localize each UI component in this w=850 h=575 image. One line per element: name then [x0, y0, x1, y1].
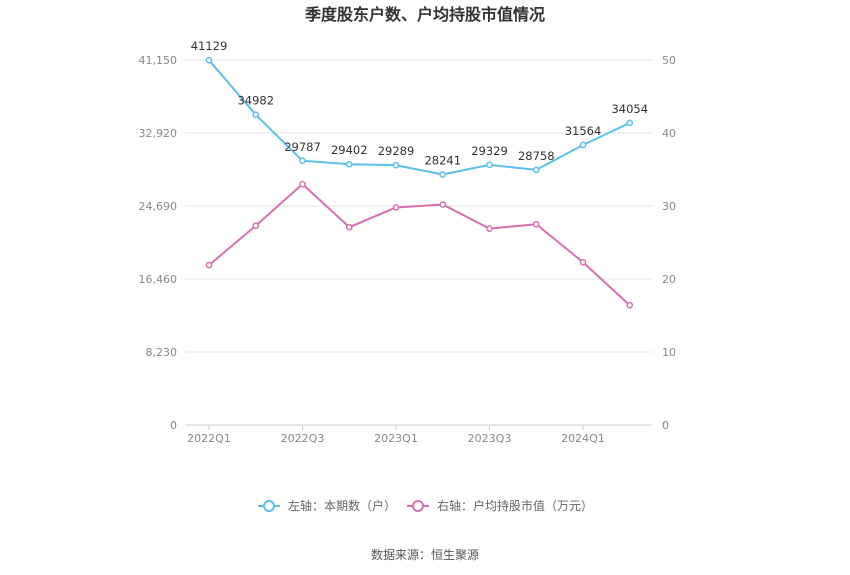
grid — [185, 59, 652, 426]
data-label: 29402 — [331, 143, 368, 157]
data-label: 41129 — [191, 39, 228, 53]
data-point — [486, 161, 493, 169]
data-label: 29787 — [284, 140, 321, 154]
legend-marker — [263, 500, 275, 512]
series-line-1 — [208, 59, 631, 176]
data-point — [252, 222, 260, 230]
chart-title: 季度股东户数、户均持股市值情况 — [304, 5, 545, 24]
legend-label: 左轴：本期数（户） — [288, 498, 396, 513]
y-left-tick-label: 24,690 — [139, 200, 178, 213]
y-right-tick-label: 0 — [662, 419, 669, 432]
data-label: 28241 — [424, 154, 461, 168]
x-tick-label: 2024Q1 — [561, 432, 605, 445]
x-tick-label: 2023Q1 — [374, 432, 418, 445]
y-left-tick-label: 41,150 — [139, 54, 178, 67]
data-point — [205, 56, 213, 64]
data-label: 34054 — [611, 102, 648, 116]
x-tick-label: 2022Q1 — [187, 432, 231, 445]
y-right-tick-label: 10 — [662, 346, 676, 359]
series-layer — [205, 56, 634, 309]
data-label: 28758 — [518, 149, 555, 163]
data-point — [626, 301, 634, 309]
data-point — [299, 180, 306, 188]
y-left-tick-label: 16,460 — [139, 273, 178, 286]
y-right-tick-label: 30 — [662, 200, 676, 213]
axes: 0 0 8,230 10 16,460 20 24,690 30 32,920 40 41,150 5… — [139, 54, 677, 445]
data-point — [579, 258, 587, 266]
data-point — [626, 119, 634, 127]
data-point — [439, 171, 447, 178]
y-right-tick-label: 50 — [662, 54, 676, 67]
data-label: 29329 — [471, 144, 508, 158]
y-left-tick-label: 0 — [170, 419, 177, 432]
data-point — [392, 161, 400, 169]
series-line-2 — [208, 183, 631, 307]
data-point — [345, 160, 353, 168]
data-point — [205, 261, 213, 269]
y-left-tick-label: 32,920 — [139, 127, 178, 140]
source-note: 数据来源：恒生聚源 — [371, 547, 479, 562]
data-point — [579, 141, 587, 149]
data-point — [252, 111, 260, 119]
legend-marker — [412, 500, 424, 512]
data-point — [486, 225, 493, 232]
legend-label: 右轴：户均持股市值（万元） — [437, 498, 593, 513]
y-right-tick-label: 20 — [662, 273, 676, 286]
data-point — [392, 204, 400, 211]
x-tick-label: 2022Q3 — [281, 432, 325, 445]
data-label: 31564 — [565, 124, 602, 138]
x-tick-label: 2023Q3 — [468, 432, 512, 445]
data-point — [532, 220, 540, 228]
data-point — [299, 157, 306, 165]
data-point — [345, 223, 353, 231]
data-label: 34982 — [237, 94, 274, 108]
legend[interactable]: 左轴：本期数（户） 右轴：户均持股市值（万元） — [258, 498, 593, 513]
y-right-tick-label: 40 — [662, 127, 676, 140]
y-left-tick-label: 8,230 — [146, 346, 178, 359]
data-point — [439, 201, 447, 208]
data-labels: 41129 34982 29787 29402 29289 28241 29329 28758… — [191, 39, 648, 167]
data-point — [532, 166, 540, 174]
data-label: 29289 — [378, 144, 415, 158]
